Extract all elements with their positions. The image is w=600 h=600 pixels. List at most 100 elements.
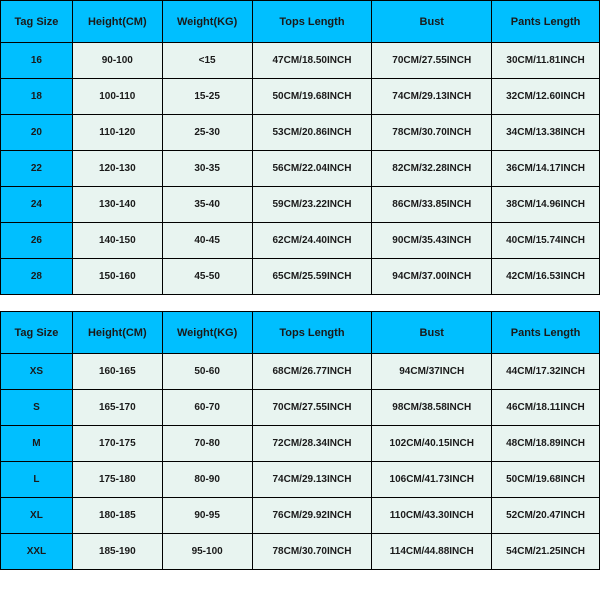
cell-value: 40-45 (162, 223, 252, 259)
cell-value: 48CM/18.89INCH (492, 426, 600, 462)
size-table-kids: Tag Size Height(CM) Weight(KG) Tops Leng… (0, 0, 600, 295)
col-height: Height(CM) (72, 312, 162, 354)
cell-value: 130-140 (72, 187, 162, 223)
col-height: Height(CM) (72, 1, 162, 43)
cell-value: 45-50 (162, 259, 252, 295)
cell-value: 110-120 (72, 115, 162, 151)
table-row: M170-17570-8072CM/28.34INCH102CM/40.15IN… (1, 426, 600, 462)
cell-value: 30CM/11.81INCH (492, 43, 600, 79)
cell-value: 74CM/29.13INCH (372, 79, 492, 115)
cell-value: 32CM/12.60INCH (492, 79, 600, 115)
cell-value: 54CM/21.25INCH (492, 534, 600, 570)
cell-value: 98CM/38.58INCH (372, 390, 492, 426)
cell-value: 72CM/28.34INCH (252, 426, 372, 462)
cell-value: 160-165 (72, 354, 162, 390)
col-bust: Bust (372, 312, 492, 354)
col-tag-size: Tag Size (1, 312, 73, 354)
cell-tag-size: 26 (1, 223, 73, 259)
cell-value: 94CM/37.00INCH (372, 259, 492, 295)
cell-value: 90CM/35.43INCH (372, 223, 492, 259)
cell-value: 60-70 (162, 390, 252, 426)
col-weight: Weight(KG) (162, 1, 252, 43)
cell-tag-size: XL (1, 498, 73, 534)
cell-value: 74CM/29.13INCH (252, 462, 372, 498)
table-row: 1690-100<1547CM/18.50INCH70CM/27.55INCH3… (1, 43, 600, 79)
col-tops-length: Tops Length (252, 1, 372, 43)
cell-value: 46CM/18.11INCH (492, 390, 600, 426)
table-row: 18100-11015-2550CM/19.68INCH74CM/29.13IN… (1, 79, 600, 115)
cell-value: 34CM/13.38INCH (492, 115, 600, 151)
cell-value: 175-180 (72, 462, 162, 498)
table-row: 20110-12025-3053CM/20.86INCH78CM/30.70IN… (1, 115, 600, 151)
col-bust: Bust (372, 1, 492, 43)
table-row: 24130-14035-4059CM/23.22INCH86CM/33.85IN… (1, 187, 600, 223)
size-table-adult-body: XS160-16550-6068CM/26.77INCH94CM/37INCH4… (1, 354, 600, 570)
col-pants-length: Pants Length (492, 1, 600, 43)
table-row: S165-17060-7070CM/27.55INCH98CM/38.58INC… (1, 390, 600, 426)
cell-value: 90-100 (72, 43, 162, 79)
cell-value: 35-40 (162, 187, 252, 223)
cell-value: 170-175 (72, 426, 162, 462)
cell-value: 185-190 (72, 534, 162, 570)
size-table-adult: Tag Size Height(CM) Weight(KG) Tops Leng… (0, 311, 600, 570)
cell-tag-size: XXL (1, 534, 73, 570)
cell-value: 110CM/43.30INCH (372, 498, 492, 534)
cell-value: <15 (162, 43, 252, 79)
table-row: XS160-16550-6068CM/26.77INCH94CM/37INCH4… (1, 354, 600, 390)
cell-value: 150-160 (72, 259, 162, 295)
cell-value: 53CM/20.86INCH (252, 115, 372, 151)
cell-value: 165-170 (72, 390, 162, 426)
table-gap (0, 295, 600, 311)
cell-value: 15-25 (162, 79, 252, 115)
cell-tag-size: M (1, 426, 73, 462)
table-row: 28150-16045-5065CM/25.59INCH94CM/37.00IN… (1, 259, 600, 295)
cell-value: 40CM/15.74INCH (492, 223, 600, 259)
cell-value: 80-90 (162, 462, 252, 498)
cell-value: 30-35 (162, 151, 252, 187)
cell-value: 70-80 (162, 426, 252, 462)
table-row: XL180-18590-9576CM/29.92INCH110CM/43.30I… (1, 498, 600, 534)
cell-tag-size: 16 (1, 43, 73, 79)
cell-value: 76CM/29.92INCH (252, 498, 372, 534)
cell-value: 106CM/41.73INCH (372, 462, 492, 498)
cell-tag-size: 22 (1, 151, 73, 187)
cell-tag-size: 18 (1, 79, 73, 115)
cell-value: 50CM/19.68INCH (492, 462, 600, 498)
cell-value: 36CM/14.17INCH (492, 151, 600, 187)
cell-tag-size: XS (1, 354, 73, 390)
cell-tag-size: 24 (1, 187, 73, 223)
cell-value: 59CM/23.22INCH (252, 187, 372, 223)
cell-value: 52CM/20.47INCH (492, 498, 600, 534)
table-row: L175-18080-9074CM/29.13INCH106CM/41.73IN… (1, 462, 600, 498)
cell-value: 120-130 (72, 151, 162, 187)
cell-value: 25-30 (162, 115, 252, 151)
cell-value: 90-95 (162, 498, 252, 534)
col-tag-size: Tag Size (1, 1, 73, 43)
table-row: XXL185-19095-10078CM/30.70INCH114CM/44.8… (1, 534, 600, 570)
cell-value: 42CM/16.53INCH (492, 259, 600, 295)
cell-value: 38CM/14.96INCH (492, 187, 600, 223)
cell-tag-size: 20 (1, 115, 73, 151)
cell-value: 78CM/30.70INCH (252, 534, 372, 570)
cell-value: 65CM/25.59INCH (252, 259, 372, 295)
cell-value: 94CM/37INCH (372, 354, 492, 390)
cell-value: 78CM/30.70INCH (372, 115, 492, 151)
cell-value: 140-150 (72, 223, 162, 259)
col-tops-length: Tops Length (252, 312, 372, 354)
cell-value: 82CM/32.28INCH (372, 151, 492, 187)
cell-value: 44CM/17.32INCH (492, 354, 600, 390)
cell-value: 62CM/24.40INCH (252, 223, 372, 259)
cell-value: 50-60 (162, 354, 252, 390)
cell-value: 56CM/22.04INCH (252, 151, 372, 187)
cell-value: 70CM/27.55INCH (252, 390, 372, 426)
cell-tag-size: L (1, 462, 73, 498)
table-header-row: Tag Size Height(CM) Weight(KG) Tops Leng… (1, 312, 600, 354)
cell-value: 102CM/40.15INCH (372, 426, 492, 462)
cell-value: 47CM/18.50INCH (252, 43, 372, 79)
cell-tag-size: 28 (1, 259, 73, 295)
col-pants-length: Pants Length (492, 312, 600, 354)
cell-value: 86CM/33.85INCH (372, 187, 492, 223)
cell-value: 95-100 (162, 534, 252, 570)
cell-value: 50CM/19.68INCH (252, 79, 372, 115)
cell-value: 100-110 (72, 79, 162, 115)
